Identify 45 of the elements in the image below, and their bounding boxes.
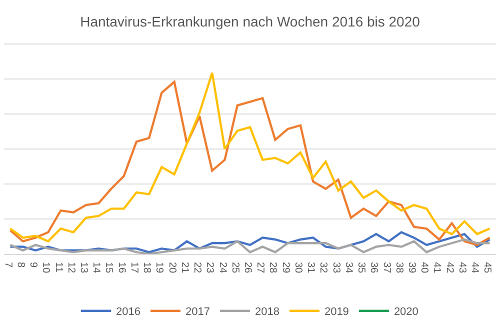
x-tick-label: 37 — [380, 262, 392, 274]
x-tick-label: 44 — [469, 262, 480, 274]
x-tick-label: 36 — [368, 262, 380, 274]
x-tick-label: 42 — [444, 262, 455, 274]
x-tick-label: 28 — [267, 262, 278, 274]
x-tick-label: 41 — [431, 262, 442, 274]
x-tick-label: 35 — [356, 262, 367, 274]
legend-label: 2017 — [185, 306, 210, 318]
x-tick-label: 9 — [28, 262, 39, 268]
x-tick-label: 22 — [192, 262, 203, 274]
x-tick-label: 24 — [216, 262, 228, 274]
chart-title: Hantavirus-Erkrankungen nach Wochen 2016 bis 2020 — [80, 13, 420, 30]
x-tick-label: 17 — [128, 262, 140, 274]
legend-label: 2016 — [116, 306, 140, 318]
x-tick-label: 8 — [14, 262, 26, 268]
legend-label: 2020 — [394, 306, 418, 318]
legend-label: 2019 — [324, 306, 349, 318]
legend-label: 2018 — [254, 306, 280, 318]
x-tick-label: 15 — [103, 262, 114, 274]
x-tick-label: 14 — [90, 262, 102, 274]
x-tick-label: 27 — [254, 262, 266, 274]
x-tick-label: 20 — [166, 262, 178, 274]
x-tick-label: 12 — [65, 262, 76, 274]
x-tick-label: 45 — [482, 262, 493, 274]
x-tick-label: 39 — [406, 262, 417, 274]
x-tick-label: 19 — [154, 262, 165, 274]
x-tick-label: 16 — [116, 262, 127, 274]
x-tick-label: 21 — [178, 262, 190, 274]
x-tick-label: 18 — [141, 262, 152, 274]
x-tick-label: 23 — [204, 262, 216, 274]
x-tick-label: 10 — [40, 262, 52, 274]
x-tick-label: 26 — [242, 262, 253, 274]
x-tick-label: 38 — [393, 262, 404, 274]
x-tick-label: 13 — [78, 262, 89, 274]
x-tick-label: 32 — [318, 262, 329, 274]
x-tick-label: 43 — [456, 262, 468, 274]
x-tick-label: 7 — [2, 262, 14, 268]
x-tick-label: 33 — [330, 262, 342, 274]
x-tick-label: 25 — [229, 262, 240, 274]
x-tick-label: 11 — [52, 262, 64, 273]
x-tick-label: 29 — [280, 262, 291, 274]
x-tick-label: 31 — [305, 262, 316, 274]
x-tick-label: 40 — [418, 262, 430, 274]
x-tick-label: 34 — [342, 262, 354, 274]
x-tick-label: 30 — [292, 262, 304, 274]
